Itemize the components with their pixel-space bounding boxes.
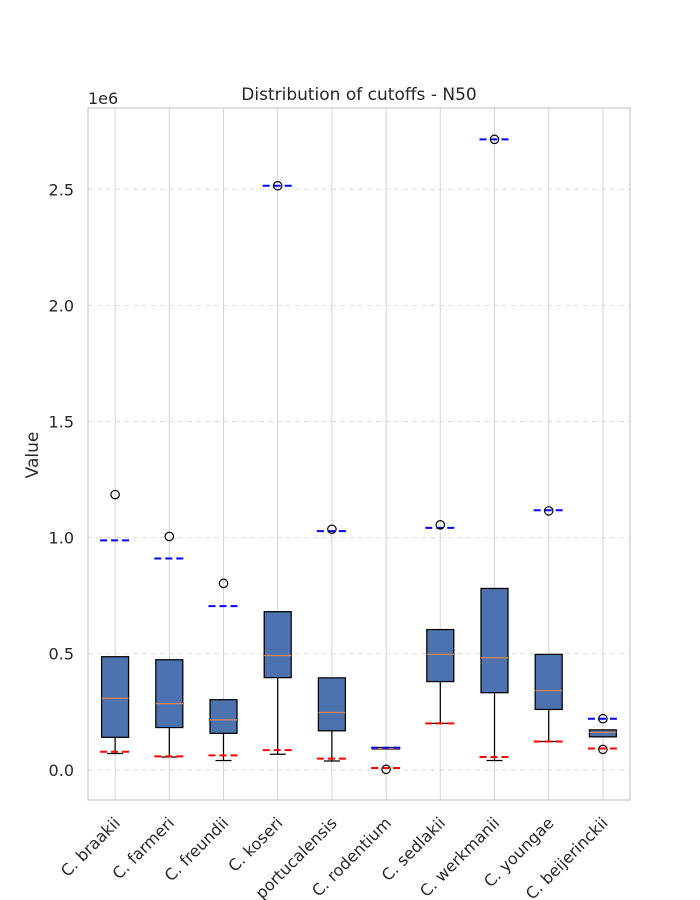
box-5: [316, 524, 347, 762]
box-8: [479, 134, 510, 762]
iqr-box: [534, 653, 563, 711]
outlier-point: [381, 764, 391, 775]
y-tick-label: 1.0: [49, 529, 74, 548]
iqr-box: [100, 656, 130, 738]
outlier-point: [218, 578, 229, 589]
box-10: [587, 713, 618, 755]
y-tick-label: 1.5: [49, 412, 74, 431]
outlier-point: [598, 744, 608, 755]
box-2: [154, 531, 185, 758]
outlier-point: [110, 489, 120, 500]
chart-title: Distribution of cutoffs - N50: [241, 85, 476, 105]
outlier-point: [598, 713, 608, 724]
y-axis-label: Value: [23, 432, 43, 479]
plot-frame: [87, 107, 631, 801]
iqr-box: [263, 611, 292, 679]
outlier-point: [435, 520, 446, 530]
y-tick-labels: 0.0 0.5 1.0 1.5 2.0 2.5: [49, 180, 74, 780]
y-scale-multiplier: 1e6: [88, 89, 118, 108]
outlier-point: [164, 531, 175, 542]
y-tick-label: 2.5: [49, 180, 74, 199]
iqr-box: [426, 628, 455, 683]
outlier-point: [489, 134, 500, 145]
box-4: [262, 180, 293, 755]
box-1: [100, 489, 131, 755]
y-tick-label: 0.5: [49, 645, 74, 664]
box-7: [425, 520, 456, 725]
iqr-box: [588, 729, 618, 738]
iqr-box: [209, 699, 238, 734]
iqr-box: [480, 587, 509, 694]
iqr-box: [155, 659, 184, 729]
box-3: [208, 578, 239, 762]
plot-marks: [100, 134, 618, 775]
box-6: [371, 746, 402, 775]
y-tick-label: 0.0: [49, 761, 74, 780]
box-9: [533, 506, 564, 743]
outlier-point: [272, 180, 283, 191]
y-tick-label: 2.0: [49, 296, 74, 315]
y-gridlines: [88, 188, 630, 771]
outlier-point: [543, 506, 554, 516]
outlier-point: [327, 524, 337, 535]
iqr-box: [317, 677, 347, 732]
